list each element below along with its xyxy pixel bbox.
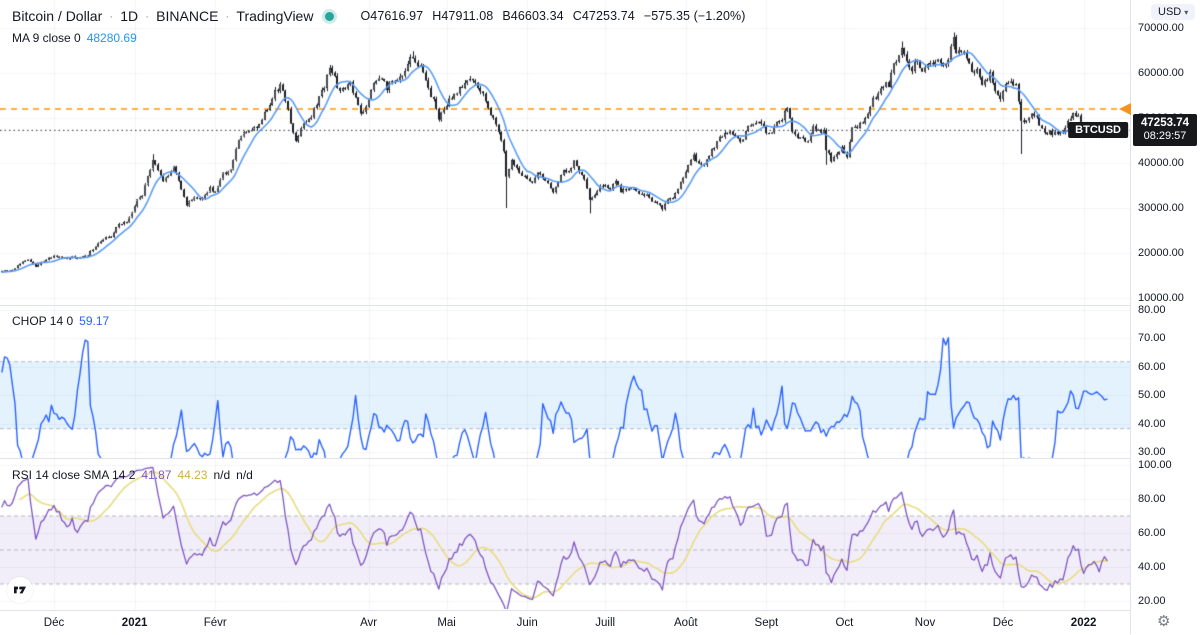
currency-label: USD — [1158, 6, 1182, 18]
tradingview-logo[interactable] — [7, 577, 33, 603]
rsi-tick-label: 100.00 — [1138, 459, 1172, 471]
legend-separator: · — [109, 9, 114, 23]
countdown-timer: 08:29:57 — [1143, 130, 1187, 143]
rsi-sma-value: 44.23 — [177, 468, 208, 482]
rsi-extra-1: n/d — [213, 468, 231, 482]
chop-legend[interactable]: CHOP 14 0 59.17 — [12, 314, 109, 328]
provider-label: TradingView — [236, 8, 314, 24]
time-axis-label: Oct — [835, 617, 854, 629]
symbol-price-badge: BTCUSD — [1068, 122, 1128, 139]
rsi-tick-label: 40.00 — [1138, 561, 1166, 573]
rsi-value: 41.87 — [141, 468, 172, 482]
time-axis-label: Sept — [754, 617, 779, 629]
low-value: B46603.34 — [502, 9, 564, 23]
gear-icon[interactable]: ⚙ — [1157, 613, 1171, 630]
rsi-tick-label: 60.00 — [1138, 527, 1166, 539]
price-tick-label: 60000.00 — [1138, 67, 1184, 79]
high-value: H47911.08 — [432, 9, 494, 23]
time-axis-label: 2021 — [121, 617, 148, 629]
time-axis-label: Déc — [43, 617, 65, 629]
time-axis-label: Juill — [595, 617, 616, 629]
last-price-value: 47253.74 — [1141, 117, 1189, 130]
chop-tick-label: 80.00 — [1138, 304, 1166, 316]
alert-arrow-icon[interactable] — [1119, 103, 1131, 115]
chop-tick-label: 30.00 — [1138, 446, 1166, 458]
price-tick-label: 20000.00 — [1138, 247, 1184, 259]
rsi-legend[interactable]: RSI 14 close SMA 14 2 41.87 44.23 n/d n/… — [12, 468, 253, 482]
time-axis-label: Avr — [360, 617, 378, 629]
exchange-label: BINANCE — [156, 8, 219, 24]
change-value: −575.35 (−1.20%) — [643, 9, 746, 23]
chop-value: 59.17 — [79, 314, 110, 328]
chop-tick-label: 70.00 — [1138, 332, 1166, 345]
symbol-title: Bitcoin / Dollar — [12, 8, 103, 24]
time-axis-label: Août — [673, 617, 698, 629]
rsi-tick-label: 80.00 — [1138, 493, 1166, 505]
ma-value: 48280.69 — [86, 31, 137, 45]
ma-label: MA 9 close 0 — [12, 31, 81, 45]
chop-tick-label: 40.00 — [1138, 417, 1166, 430]
rsi-label: RSI 14 close SMA 14 2 — [12, 468, 136, 482]
time-axis-label: Juin — [516, 617, 538, 629]
open-value: O47616.97 — [360, 9, 424, 23]
chevron-down-icon: ▾ — [1184, 7, 1189, 17]
pane-divider-2[interactable] — [0, 458, 1200, 459]
time-axis[interactable]: Déc 2021 Févr Avr Mai Juin Juill Août Sept Oct Nov… — [0, 610, 1130, 635]
pane-divider-1[interactable] — [0, 305, 1200, 306]
currency-selector[interactable]: USD ▾ — [1151, 4, 1196, 20]
symbol-legend[interactable]: Bitcoin / Dollar · 1D · BINANCE · Tradin… — [12, 8, 746, 24]
last-price-badge: 47253.74 08:29:57 — [1133, 114, 1197, 147]
legend-separator: · — [145, 9, 150, 23]
chop-label: CHOP 14 0 — [12, 314, 74, 328]
legend-separator: · — [225, 9, 230, 23]
time-axis-label: Nov — [914, 617, 936, 629]
chop-tick-label: 60.00 — [1138, 360, 1166, 373]
rsi-tick-label: 20.00 — [1138, 595, 1166, 607]
price-tick-label: 40000.00 — [1138, 157, 1184, 169]
price-tick-label: 30000.00 — [1138, 202, 1184, 214]
price-tick-label: 10000.00 — [1138, 292, 1184, 304]
chop-tick-label: 50.00 — [1138, 389, 1166, 402]
price-axis[interactable]: USD ▾ 70000.0060000.0050000.0040000.0030… — [1130, 0, 1200, 634]
timeframe-label: 1D — [120, 8, 139, 24]
time-axis-label: Déc — [992, 617, 1014, 629]
ohlc-values: O47616.97 H47911.08 B46603.34 C47253.74 … — [360, 9, 745, 23]
rsi-extra-2: n/d — [236, 468, 253, 482]
time-axis-label: Mai — [437, 617, 456, 629]
market-status-icon[interactable] — [325, 11, 335, 21]
time-axis-label: Févr — [203, 617, 227, 629]
tradingview-logo-glyph — [14, 586, 26, 594]
ma-legend[interactable]: MA 9 close 0 48280.69 — [12, 31, 137, 45]
price-tick-label: 70000.00 — [1138, 22, 1184, 34]
close-value: C47253.74 — [572, 9, 635, 23]
time-axis-label: 2022 — [1070, 617, 1097, 629]
